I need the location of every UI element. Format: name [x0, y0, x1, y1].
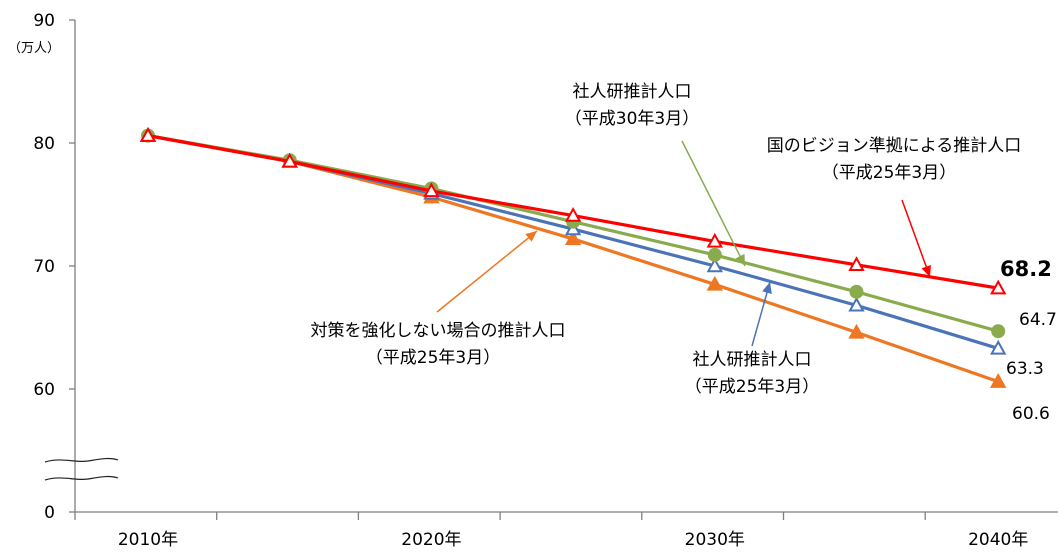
data-point: [848, 296, 865, 312]
annotation-arrow: [751, 281, 771, 347]
arrowhead-icon: [921, 264, 931, 277]
data-point: [990, 373, 1007, 388]
annotation-1: 社人研推計人口 （平成30年3月）: [565, 82, 746, 267]
data-point: [707, 247, 722, 262]
axis-break-stroke: [44, 457, 119, 463]
arrowhead-icon: [525, 231, 537, 242]
annotation-2: 社人研推計人口 （平成25年3月）: [685, 281, 819, 397]
end-value-label: 63.3: [1006, 359, 1044, 379]
y-tick-label: 90: [33, 11, 55, 31]
axes: 0 60 70 80 90 （万人） 2010年 2020年 2030年 2040年: [8, 11, 1058, 550]
annotation-0: 国のビジョン準拠による推計人口 （平成25年3月）: [767, 136, 1022, 278]
series-0: [139, 127, 1007, 295]
data-point: [848, 323, 865, 339]
annotation-text: （平成25年3月）: [366, 348, 500, 368]
x-tick-label: 2040年: [968, 530, 1028, 550]
annotation-text: （平成25年3月）: [822, 163, 956, 183]
data-point: [706, 275, 723, 291]
arrowhead-icon: [735, 253, 745, 266]
axis-break-icon: [44, 457, 119, 481]
data-point: [139, 127, 157, 142]
data-point: [706, 257, 723, 273]
data-point: [564, 207, 582, 222]
arrowhead-icon: [762, 282, 772, 294]
x-tick-label: 2010年: [118, 530, 178, 550]
annotation-arrow: [681, 140, 746, 267]
annotation-layer: 国のビジョン準拠による推計人口 （平成25年3月） 社人研推計人口 （平成30年3月）…: [311, 82, 1022, 397]
annotation-text: （平成30年3月）: [565, 109, 699, 129]
x-tick-label: 2030年: [685, 530, 745, 550]
annotation-text: （平成25年3月）: [685, 377, 819, 397]
y-tick-label: 80: [33, 134, 55, 154]
data-point: [706, 232, 723, 248]
annotation-arrow: [436, 230, 538, 313]
y-tick-label: 0: [44, 503, 55, 523]
data-point: [848, 256, 865, 271]
y-unit-label: （万人）: [8, 41, 60, 56]
annotation-text: 対策を強化しない場合の推計人口: [311, 321, 566, 341]
data-point: [990, 279, 1007, 295]
data-point: [990, 339, 1007, 355]
label-layer: 68.2 64.7 63.3 60.6: [1000, 257, 1057, 424]
data-point: [564, 230, 582, 246]
data-point: [991, 324, 1006, 339]
annotation-text: 社人研推計人口: [693, 350, 812, 370]
annotation-arrow: [901, 199, 931, 278]
annotation-text: 社人研推計人口: [573, 82, 692, 102]
end-value-label: 60.6: [1012, 404, 1050, 424]
data-point: [849, 284, 864, 299]
y-tick-label: 60: [33, 380, 55, 400]
data-point: [281, 152, 298, 168]
end-value-label: 64.7: [1019, 310, 1057, 330]
axis-break-stroke: [44, 475, 119, 481]
annotation-text: 国のビジョン準拠による推計人口: [767, 136, 1022, 156]
data-point: [423, 182, 440, 198]
annotation-3: 対策を強化しない場合の推計人口 （平成25年3月）: [311, 230, 566, 368]
series-layer: [139, 127, 1007, 388]
x-tick-label: 2020年: [401, 530, 461, 550]
y-tick-label: 70: [33, 257, 55, 277]
end-value-label: 68.2: [1000, 257, 1052, 281]
